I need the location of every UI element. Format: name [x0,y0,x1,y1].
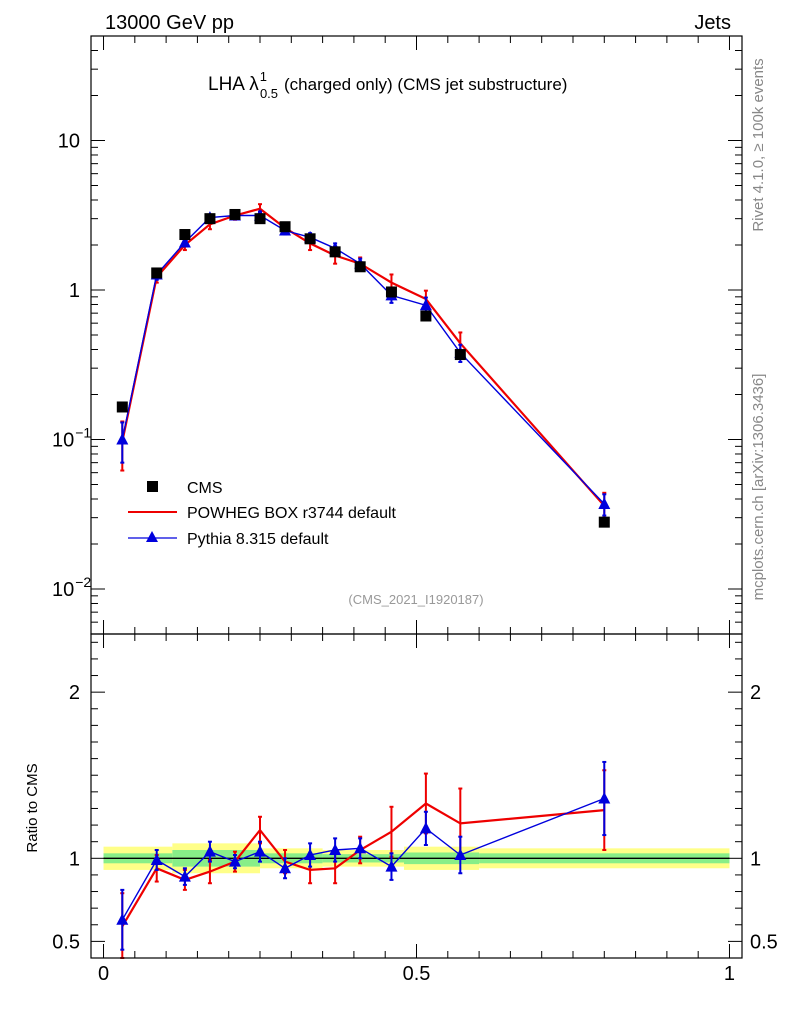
ratio-ytick-label-left: 1 [69,848,80,870]
pythia-line [121,214,605,505]
legend-powheg-label: POWHEG BOX r3744 default [187,505,397,522]
main-ytick-label: 1 [69,280,80,302]
ratio-pythia-line [121,797,605,921]
ratio-xtick-label: 0 [98,963,109,985]
ratio-pythia-marker [203,845,216,857]
cms-data-point [279,221,291,233]
ratio-ytick-label-left: 0.5 [52,931,80,953]
ratio-pythia-marker [150,853,163,865]
ratio-pythia-marker [228,855,241,867]
pythia-marker [116,432,129,445]
ratio-pythia-marker [419,821,432,834]
cms-data-point [420,310,432,322]
ratio-xtick-label: 1 [724,963,735,985]
ratio-pythia-marker [304,848,317,860]
legend-cms-marker [147,481,158,492]
main-ytick-label: 10 [58,130,80,152]
ratio-xtick-label: 0.5 [403,963,431,985]
ratio-pythia-marker [178,870,191,882]
ratio-pythia-marker [329,843,342,855]
process-label: Jets [694,12,731,34]
legend-pythia-marker [146,531,158,542]
source-label: mcplots.cern.ch [arXiv:1306.3436] [750,374,767,601]
ratio-plot-frame [90,633,743,959]
main-ytick-label: 10−2 [52,574,91,601]
ratio-pythia-marker [254,845,267,857]
ratio-ytick-label-right: 1 [750,848,761,870]
ratio-pythia-marker [385,860,398,872]
cms-data-point [151,267,163,279]
cms-data-point [354,261,366,273]
ratio-ytick-label-left: 2 [69,682,80,704]
title-subscript: 0.5 [260,86,278,101]
legend: CMS POWHEG BOX r3744 default Pythia 8.31… [128,480,397,548]
ratio-ytick-label-right: 0.5 [750,931,778,953]
cms-data-point [385,286,397,298]
pythia-marker [419,298,432,311]
main-ytick-label: 10−1 [52,424,91,451]
ratio-pythia-marker [454,848,467,860]
powheg-line [121,207,606,507]
pythia-marker [598,497,611,510]
cms-data-point [329,246,341,258]
rivet-label: Rivet 4.1.0, ≥ 100k events [750,58,767,231]
ratio-pythia-marker [598,791,611,804]
energy-label: 13000 GeV pp [105,12,234,34]
plot-title: LHA λ1 0.5 (charged only) (CMS jet substru… [208,69,567,101]
ratio-pythia-marker [116,913,129,925]
cms-data-point [179,229,191,241]
cms-data-point [116,401,128,413]
analysis-label: (CMS_2021_I1920187) [348,592,483,607]
cms-data-point [229,208,241,220]
cms-data-point [598,516,610,528]
cms-data-point [254,213,266,225]
ratio-pythia-marker [279,861,292,874]
title-suffix: (charged only) (CMS jet substructure) [284,75,567,94]
title-superscript: 1 [260,69,267,84]
pythia-marker [178,235,191,248]
cms-data-point [304,233,316,245]
ratio-ytick-label-right: 2 [750,682,761,704]
legend-cms-label: CMS [187,480,223,497]
cms-data-point [454,349,466,361]
ratio-ylabel: Ratio to CMS [24,763,41,852]
cms-data-point [204,213,216,225]
ratio-pythia-marker [354,841,367,854]
legend-pythia-label: Pythia 8.315 default [187,531,329,548]
